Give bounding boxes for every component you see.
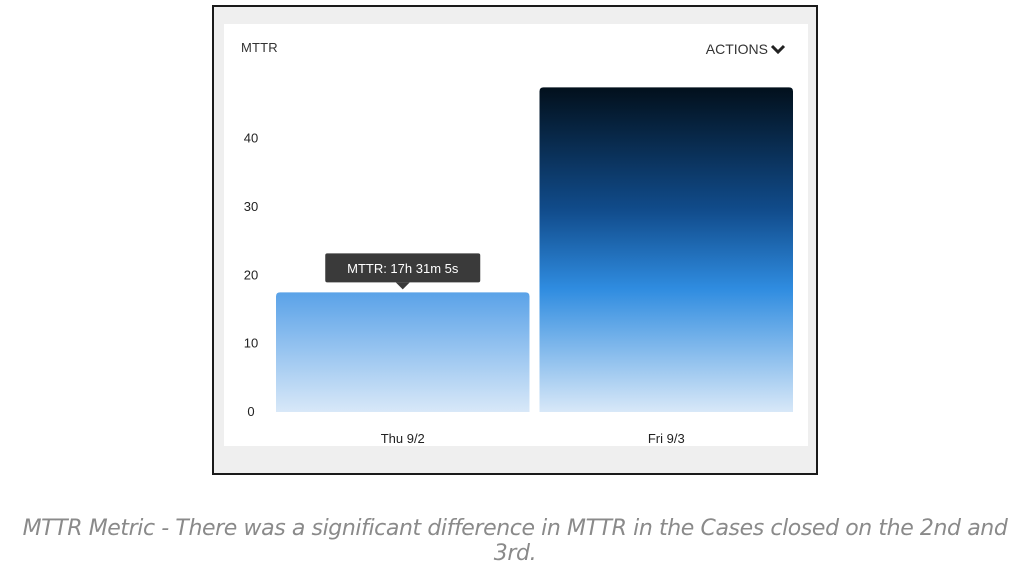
actions-label: ACTIONS xyxy=(705,41,768,57)
chart-title: MTTR xyxy=(241,40,278,55)
actions-menu-button[interactable]: ACTIONS xyxy=(706,41,786,57)
x-tick-label: Fri 9/3 xyxy=(648,431,685,446)
tooltip-text: MTTR: 17h 31m 5s xyxy=(347,261,459,276)
x-tick-label: Thu 9/2 xyxy=(381,431,425,446)
y-tick-label: 30 xyxy=(244,199,258,214)
x-axis: Thu 9/2 Fri 9/3 xyxy=(381,431,685,446)
y-axis: 0 10 20 30 40 xyxy=(244,131,258,419)
y-tick-label: 20 xyxy=(244,267,258,282)
tooltip-pointer xyxy=(395,282,410,290)
y-tick-label: 0 xyxy=(247,404,254,419)
chart-frame: 0 10 20 30 40 Thu 9/2 Fri 9/3 MTTR: 17h 31m 5… xyxy=(212,5,818,475)
bars xyxy=(276,87,793,412)
tooltip-box xyxy=(325,253,481,283)
chevron-down-icon xyxy=(770,44,786,55)
y-tick-label: 40 xyxy=(244,131,258,146)
figure-caption: MTTR Metric - There was a significant di… xyxy=(22,516,1008,566)
y-tick-label: 10 xyxy=(244,336,258,351)
tooltip: MTTR: 17h 31m 5s xyxy=(325,253,481,290)
bar-fri-9-3[interactable] xyxy=(539,87,794,412)
chart-card: 0 10 20 30 40 Thu 9/2 Fri 9/3 MTTR: 17h 31m 5… xyxy=(224,24,808,446)
bar-thu-9-2[interactable] xyxy=(276,292,530,412)
bar-chart: 0 10 20 30 40 Thu 9/2 Fri 9/3 MTTR: 17h 31m 5… xyxy=(244,87,793,446)
